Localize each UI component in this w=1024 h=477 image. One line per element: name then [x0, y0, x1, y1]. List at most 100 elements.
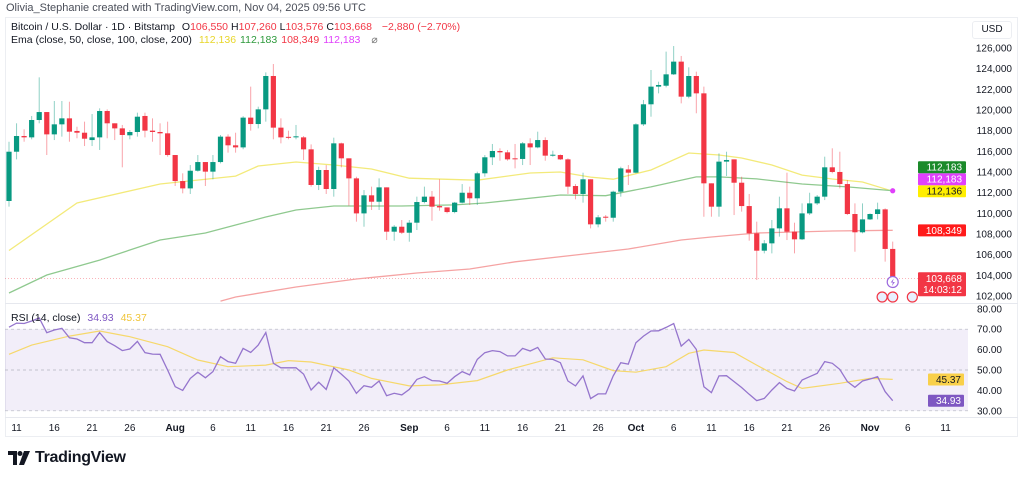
candle-body [308, 149, 314, 185]
ohlc-c: C103,668 [326, 21, 372, 33]
ema-label[interactable]: Ema (close, 50, close, 100, close, 200) [11, 34, 192, 46]
rsi-badge: 45.37 [928, 373, 964, 386]
rsi-tick-label: 50.00 [977, 366, 1002, 377]
candle-body [890, 248, 896, 279]
time-tick-label: 26 [819, 423, 831, 434]
price-tick-label: 120,000 [976, 105, 1013, 116]
candle-body [180, 181, 186, 189]
ohlc-value: 103,668 [334, 21, 372, 33]
candle [248, 86, 254, 131]
candle [436, 179, 443, 211]
rsi-ma-line [8, 330, 893, 390]
candle [618, 166, 624, 197]
us-flag-event-icon[interactable] [876, 291, 888, 303]
candle-body [172, 155, 178, 182]
symbol-legend: Bitcoin / U.S. Dollar · 1D · Bitstamp O1… [11, 21, 464, 33]
candle [633, 123, 639, 174]
time-tick-label: 11 [940, 423, 951, 434]
candle [527, 138, 533, 166]
candle-body [640, 104, 647, 125]
candle-body [74, 130, 80, 133]
candle-body [859, 219, 866, 233]
tradingview-logo[interactable]: TradingView [8, 449, 126, 467]
time-tick-label: Aug [165, 423, 184, 434]
candle-body [799, 213, 805, 240]
candle [791, 222, 798, 254]
candle-body [633, 124, 639, 173]
candle [202, 162, 208, 187]
ohlc-key: L [279, 21, 286, 33]
candle [640, 99, 647, 126]
candle [822, 156, 828, 201]
candle [731, 159, 737, 216]
candle [263, 72, 269, 122]
candle [512, 143, 518, 169]
candle-body [769, 228, 775, 244]
eye-off-icon[interactable]: ⌀ [371, 34, 378, 46]
candle [172, 155, 178, 187]
candle-body [300, 137, 307, 150]
ema-value: 108,349 [281, 34, 320, 46]
chart-attribution: Olivia_Stephanie created with TradingVie… [6, 2, 366, 14]
price-tick-label: 108,000 [976, 229, 1013, 240]
candle [459, 184, 465, 204]
chart-frame [5, 17, 1018, 437]
price-badge-bg [918, 173, 966, 186]
candle [572, 184, 579, 200]
candle [112, 123, 118, 141]
rsi-tick-label: 60.00 [977, 345, 1002, 356]
time-tick-label: 16 [283, 423, 295, 434]
candle-body [81, 132, 88, 139]
candle [844, 180, 850, 216]
candle [149, 118, 156, 142]
ema-legend: Ema (close, 50, close, 100, close, 200) … [11, 34, 382, 46]
candle-body [421, 196, 428, 203]
time-tick-label: 26 [593, 423, 605, 434]
candle-body [693, 75, 699, 94]
currency-button[interactable]: USD [972, 21, 1012, 39]
candle-body [474, 173, 480, 199]
candle-body [346, 158, 352, 179]
time-tick-label: 21 [321, 423, 333, 434]
candle [520, 142, 526, 166]
candle-body [648, 86, 654, 105]
candle [754, 221, 760, 281]
candle [535, 131, 541, 149]
candle [716, 153, 722, 217]
us-flag-event-icon[interactable] [887, 291, 899, 303]
time-tick-label: 21 [781, 423, 793, 434]
candle-body [6, 151, 12, 201]
candle [784, 172, 790, 241]
candle-body [663, 74, 669, 86]
candle-body [625, 169, 631, 173]
candle-body [784, 208, 790, 232]
candle-body [542, 140, 548, 156]
us-flag-event-icon[interactable] [906, 291, 918, 303]
candle-body [595, 217, 601, 225]
candle [671, 46, 677, 75]
candle-body [384, 187, 390, 232]
price-badge-label: 112,183 [927, 163, 963, 174]
candle [874, 202, 881, 220]
symbol-title[interactable]: Bitcoin / U.S. Dollar · 1D · Bitstamp [11, 21, 175, 33]
candle [852, 203, 858, 252]
candle [89, 114, 95, 147]
candle-body [97, 111, 103, 138]
candle [51, 100, 57, 141]
rsi-label[interactable]: RSI (14, close) [11, 312, 81, 324]
candle [807, 192, 813, 216]
candle-body [829, 167, 835, 172]
candle [595, 215, 601, 228]
candle-body [504, 152, 511, 160]
price-tick-label: 104,000 [976, 271, 1013, 282]
candle-body [248, 117, 254, 125]
time-tick-label: 26 [124, 423, 136, 434]
candle-body [603, 216, 609, 218]
candle-body [89, 137, 95, 141]
candle [180, 173, 186, 194]
candle-body [202, 162, 208, 172]
time-tick-label: 11 [246, 423, 257, 434]
candle [467, 186, 473, 206]
candle [474, 171, 480, 206]
